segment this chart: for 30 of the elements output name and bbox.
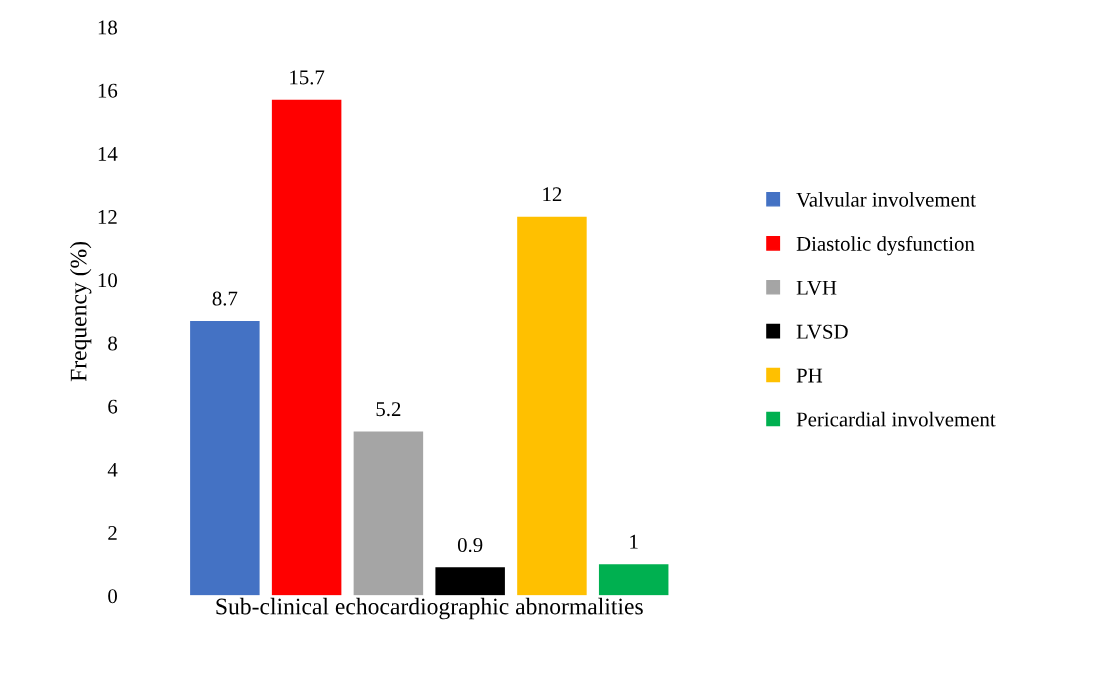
legend-label: LVSD xyxy=(796,324,848,339)
data-label: 15.7 xyxy=(290,70,325,85)
y-tick-label: 6 xyxy=(108,399,118,414)
bar xyxy=(598,564,669,596)
legend-label: Diastolic dysfunction xyxy=(796,236,975,256)
y-tick-label: 12 xyxy=(98,210,117,224)
y-tick-label: 4 xyxy=(107,462,118,477)
y-axis-title: Frequency (%) xyxy=(69,241,92,382)
data-label: 12 xyxy=(543,187,562,202)
data-label: 1 xyxy=(630,534,638,549)
y-tick-label: 14 xyxy=(98,146,118,161)
y-tick-label: 0 xyxy=(108,589,117,604)
y-tick-label: 18 xyxy=(98,20,117,35)
y-tick-label: 16 xyxy=(98,83,118,98)
data-label: 8.7 xyxy=(212,291,238,306)
data-label: 5.2 xyxy=(376,402,401,417)
bar xyxy=(190,320,260,596)
legend-label: LVH xyxy=(796,280,837,295)
x-axis-title: Sub-clinical echocardiographic abnormalities xyxy=(216,597,643,620)
bar xyxy=(271,99,342,596)
bar xyxy=(353,431,424,596)
y-tick-label: 2 xyxy=(108,526,117,540)
bar xyxy=(517,216,587,596)
y-tick-label: 8 xyxy=(108,336,117,351)
legend-label: Valvular involvement xyxy=(796,192,976,207)
bar xyxy=(435,567,505,596)
y-tick-label: 10 xyxy=(98,273,117,288)
legend-label: Pericardial involvement xyxy=(796,411,996,427)
data-label: 0.9 xyxy=(457,537,483,553)
legend-label: PH xyxy=(796,368,823,383)
